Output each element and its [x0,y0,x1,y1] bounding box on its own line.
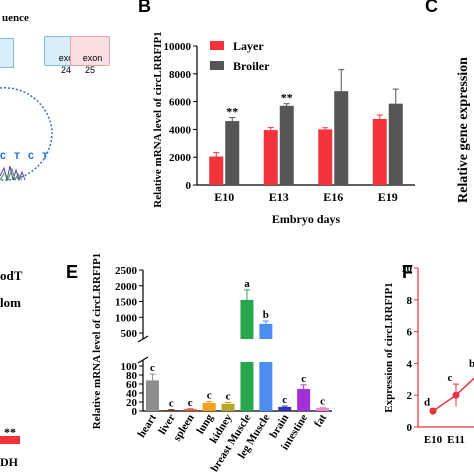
chart-b-xtick-label: E10 [214,190,234,204]
significance-fragment-text: ** [4,425,16,439]
chart-b-xtick-label: E16 [323,190,343,204]
chart-b-legend-swatch [210,41,224,50]
chart-b-ytick-label: 0 [186,180,192,192]
chart-e-ytick-label: 2500 [115,265,138,277]
exon-25-box: exon 25 [70,36,110,75]
panel-label-c: C [425,0,438,16]
chart-e-significance-letter: c [150,362,155,374]
chart-b-xtick-label: E19 [378,190,398,204]
panel-label-e: E [66,262,79,282]
chart-b-ylabel: Relative mRNA level of circLRRFIP1 [152,31,164,207]
chart-f-ytick-label: 10 [401,263,413,275]
chromatogram-trace-green [0,167,23,182]
chart-e-ytick-label: 2000 [115,281,138,293]
chart-f-significance-letter: d [424,397,430,409]
chart-f-ytick-label: 0 [407,422,413,434]
chart-e-axis-break-mark [137,356,149,364]
chart-e-significance-letter: c [207,390,212,402]
chart-e-bar [316,407,330,411]
chart-b-xlabel: Embryo days [272,212,341,226]
chart-b-legend-label: Broiler [233,59,270,73]
chart-f-ytick-label: 6 [407,327,413,339]
chart-e-ytick-label: 500 [121,328,138,340]
chart-b-ytick-label: 8000 [169,69,192,81]
chart-e-ytick-label: 1000 [115,312,138,324]
chart-e-bar [259,362,273,411]
chart-b-ytick-label: 2000 [169,152,192,164]
chart-e-bar [297,388,311,411]
chart-e-significance-letter: c [188,397,193,409]
chart-b-bar [279,105,294,185]
chart-e-significance-letter: a [244,278,250,290]
sequence-fragment-text: uence [2,12,29,24]
chart-f-significance-letter: c [448,372,453,384]
chart-e-ytick-label: 60 [126,379,138,391]
chart-f-point [452,391,460,399]
sequence-letters-text: C T C T [0,152,50,163]
circ-rna-ring-fragment [0,87,53,181]
chart-b-ytick-label: 6000 [169,97,192,109]
chart-f-xtick-label: E11 [447,434,465,446]
exon-25-label: exon 25 [82,53,103,75]
chart-e-bar [221,403,235,411]
lom-fragment-text: lom [0,295,21,310]
chart-e-ytick-label: 0 [132,406,138,418]
chart-e-bar [202,402,216,411]
chart-b-bar [263,130,278,185]
chart-e-ytick-label: 1500 [115,297,138,309]
chart-b-bar [334,91,349,185]
chart-e-xtick-label: heart [136,412,160,440]
chromatogram-trace-purple [0,165,26,182]
chart-f-ytick-label: 4 [407,358,413,370]
chart-f-ytick-label: 2 [407,390,413,402]
chart-e-significance-letter: c [320,395,325,407]
chart-e-axis-break-mark [137,335,149,343]
chart-e-ylabel: Relative mRNA level of circLRRFIP1 [91,253,103,429]
chart-b-bar [225,121,240,185]
chart-e-bar [183,409,197,411]
chart-b-significance-label: ** [226,105,238,119]
chart-e-bar [240,299,254,339]
chart-f-ylabel: Expression of circLRRFIP1 [383,282,395,412]
chart-e-ytick-label: 40 [126,388,138,400]
dh-fragment-text: DH [0,455,18,469]
chart-e-significance-letter: c [282,394,287,406]
chart-e-ytick-label: 20 [126,397,138,409]
chart-e-ytick-label: 80 [126,370,138,382]
chart-e-bar [145,380,159,411]
chart-e-xtick-label: fat [312,412,329,430]
chart-b-legend-label: Layer [233,39,264,53]
chart-f-significance-letter: b [469,358,474,370]
chart-e-bar [240,362,254,411]
panel-label-b: B [138,0,151,16]
chart-b-bar [388,103,403,185]
chart-b-bar [318,129,333,185]
chart-f-xtick-label: E10 [424,434,443,446]
chart-b-legend-swatch [210,61,224,70]
chart-e-significance-letter: b [263,309,269,321]
panel-d-bar-fragment [0,436,20,444]
chart-e-ytick-label: 100 [121,361,138,373]
chart-b-bar [372,118,387,185]
odt-fragment-text: odT [0,268,23,283]
chart-e-significance-letter: c [169,398,174,410]
chart-e-bar [259,323,273,339]
chart-e-significance-letter: c [301,373,306,385]
chart-f-point [429,407,437,415]
exon-box-left [0,38,14,68]
chart-b-ytick-label: 4000 [169,124,192,136]
chart-b-xtick-label: E13 [269,190,289,204]
chart-e-significance-letter: c [226,390,231,402]
chart-b-bar [209,156,224,185]
chart-b-significance-label: ** [281,91,293,105]
chart-e-bar [278,406,292,411]
chart-f-ytick-label: 8 [407,295,413,307]
panel-label-f: F [402,262,413,282]
exon-24-label: exon 24 [58,53,79,75]
chart-b-ytick-label: 10000 [164,41,192,53]
chart-e-bar [164,410,178,411]
